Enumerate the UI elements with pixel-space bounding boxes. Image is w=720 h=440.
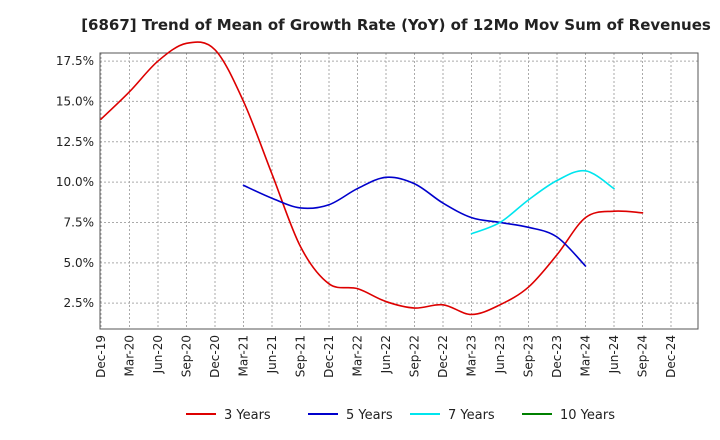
- x-tick-label: Dec-21: [322, 335, 336, 378]
- x-tick-label: Dec-20: [208, 335, 222, 378]
- x-tick-label: Jun-22: [379, 335, 393, 374]
- x-tick-label: Mar-21: [237, 335, 251, 376]
- x-tick-label: Mar-23: [465, 335, 479, 376]
- series-line-3-years: [100, 41, 644, 316]
- x-tick-label: Sep-22: [408, 335, 422, 377]
- legend: 3 Years 5 Years 7 Years 10 Years: [186, 408, 615, 423]
- x-tick-label: Sep-20: [180, 335, 194, 377]
- y-tick-label: 7.5%: [64, 215, 95, 229]
- y-tick-label: 10.0%: [56, 175, 94, 189]
- x-tick-label: Dec-22: [436, 335, 450, 378]
- axis-ticks: 2.5% 5.0% 7.5% 10.0% 12.5% 15.0% 17.5% Dec-19 Ma…: [56, 54, 678, 378]
- x-tick-label: Mar-22: [351, 335, 365, 376]
- x-tick-label: Jun-20: [151, 335, 165, 374]
- legend-label-5-years: 5 Years: [346, 408, 393, 423]
- legend-label-10-years: 10 Years: [560, 408, 615, 423]
- gridlines: [100, 53, 698, 329]
- plot-area: [99, 52, 699, 330]
- x-tick-label: Jun-21: [265, 335, 279, 374]
- x-tick-label: Dec-19: [94, 335, 108, 378]
- y-tick-label: 2.5%: [64, 296, 95, 310]
- series-line-5-years: [242, 176, 587, 267]
- x-tick-label: Mar-24: [579, 335, 593, 376]
- x-tick-label: Sep-21: [294, 335, 308, 377]
- x-tick-label: Sep-23: [522, 335, 536, 377]
- x-tick-label: Dec-24: [664, 335, 678, 378]
- x-tick-label: Jun-24: [607, 335, 621, 374]
- series-lines: [100, 41, 644, 316]
- series-line-7-years: [470, 169, 615, 235]
- y-tick-label: 17.5%: [56, 54, 94, 68]
- x-tick-label: Jun-23: [493, 335, 507, 374]
- x-tick-label: Dec-23: [550, 335, 564, 378]
- y-tick-label: 15.0%: [56, 94, 94, 108]
- legend-label-7-years: 7 Years: [448, 408, 495, 423]
- y-tick-label: 12.5%: [56, 135, 94, 149]
- chart-title: [6867] Trend of Mean of Growth Rate (YoY…: [81, 16, 711, 34]
- x-tick-label: Sep-24: [636, 335, 650, 377]
- x-tick-label: Mar-20: [123, 335, 137, 376]
- y-tick-label: 5.0%: [64, 256, 95, 270]
- legend-label-3-years: 3 Years: [224, 408, 271, 423]
